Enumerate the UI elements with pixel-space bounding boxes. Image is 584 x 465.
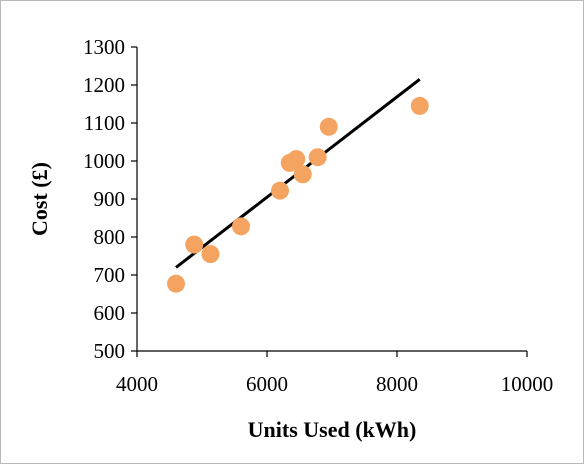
y-tick-label: 1100: [84, 111, 125, 135]
data-point: [167, 274, 185, 293]
y-tick-label: 900: [94, 187, 126, 211]
data-point: [319, 117, 338, 136]
y-tick-label: 500: [94, 339, 126, 363]
data-point: [287, 150, 306, 169]
y-tick-label: 1200: [83, 73, 125, 97]
data-point: [232, 217, 250, 236]
y-tick-label: 1300: [83, 35, 125, 59]
x-tick-label: 6000: [246, 372, 288, 396]
x-tick-label: 10000: [501, 372, 554, 396]
points-layer: [167, 96, 429, 293]
data-point: [185, 235, 204, 254]
axes: [136, 47, 527, 352]
data-point: [201, 245, 220, 264]
data-point: [271, 181, 289, 200]
y-tick-label: 800: [94, 225, 126, 249]
ticks: 500 600 700 800 900 1000 1100 1200 1300 4000 6000 8…: [83, 35, 553, 396]
data-point: [410, 96, 429, 115]
x-tick-label: 4000: [116, 372, 158, 396]
x-axis-title: Units Used (kWh): [248, 417, 417, 442]
y-tick-label: 600: [94, 301, 126, 325]
data-point: [308, 148, 327, 167]
y-tick-label: 1000: [83, 149, 125, 173]
y-tick-label: 700: [94, 263, 126, 287]
y-axis-title: Cost (£): [27, 162, 52, 236]
x-tick-label: 8000: [376, 372, 418, 396]
data-point: [293, 165, 312, 184]
